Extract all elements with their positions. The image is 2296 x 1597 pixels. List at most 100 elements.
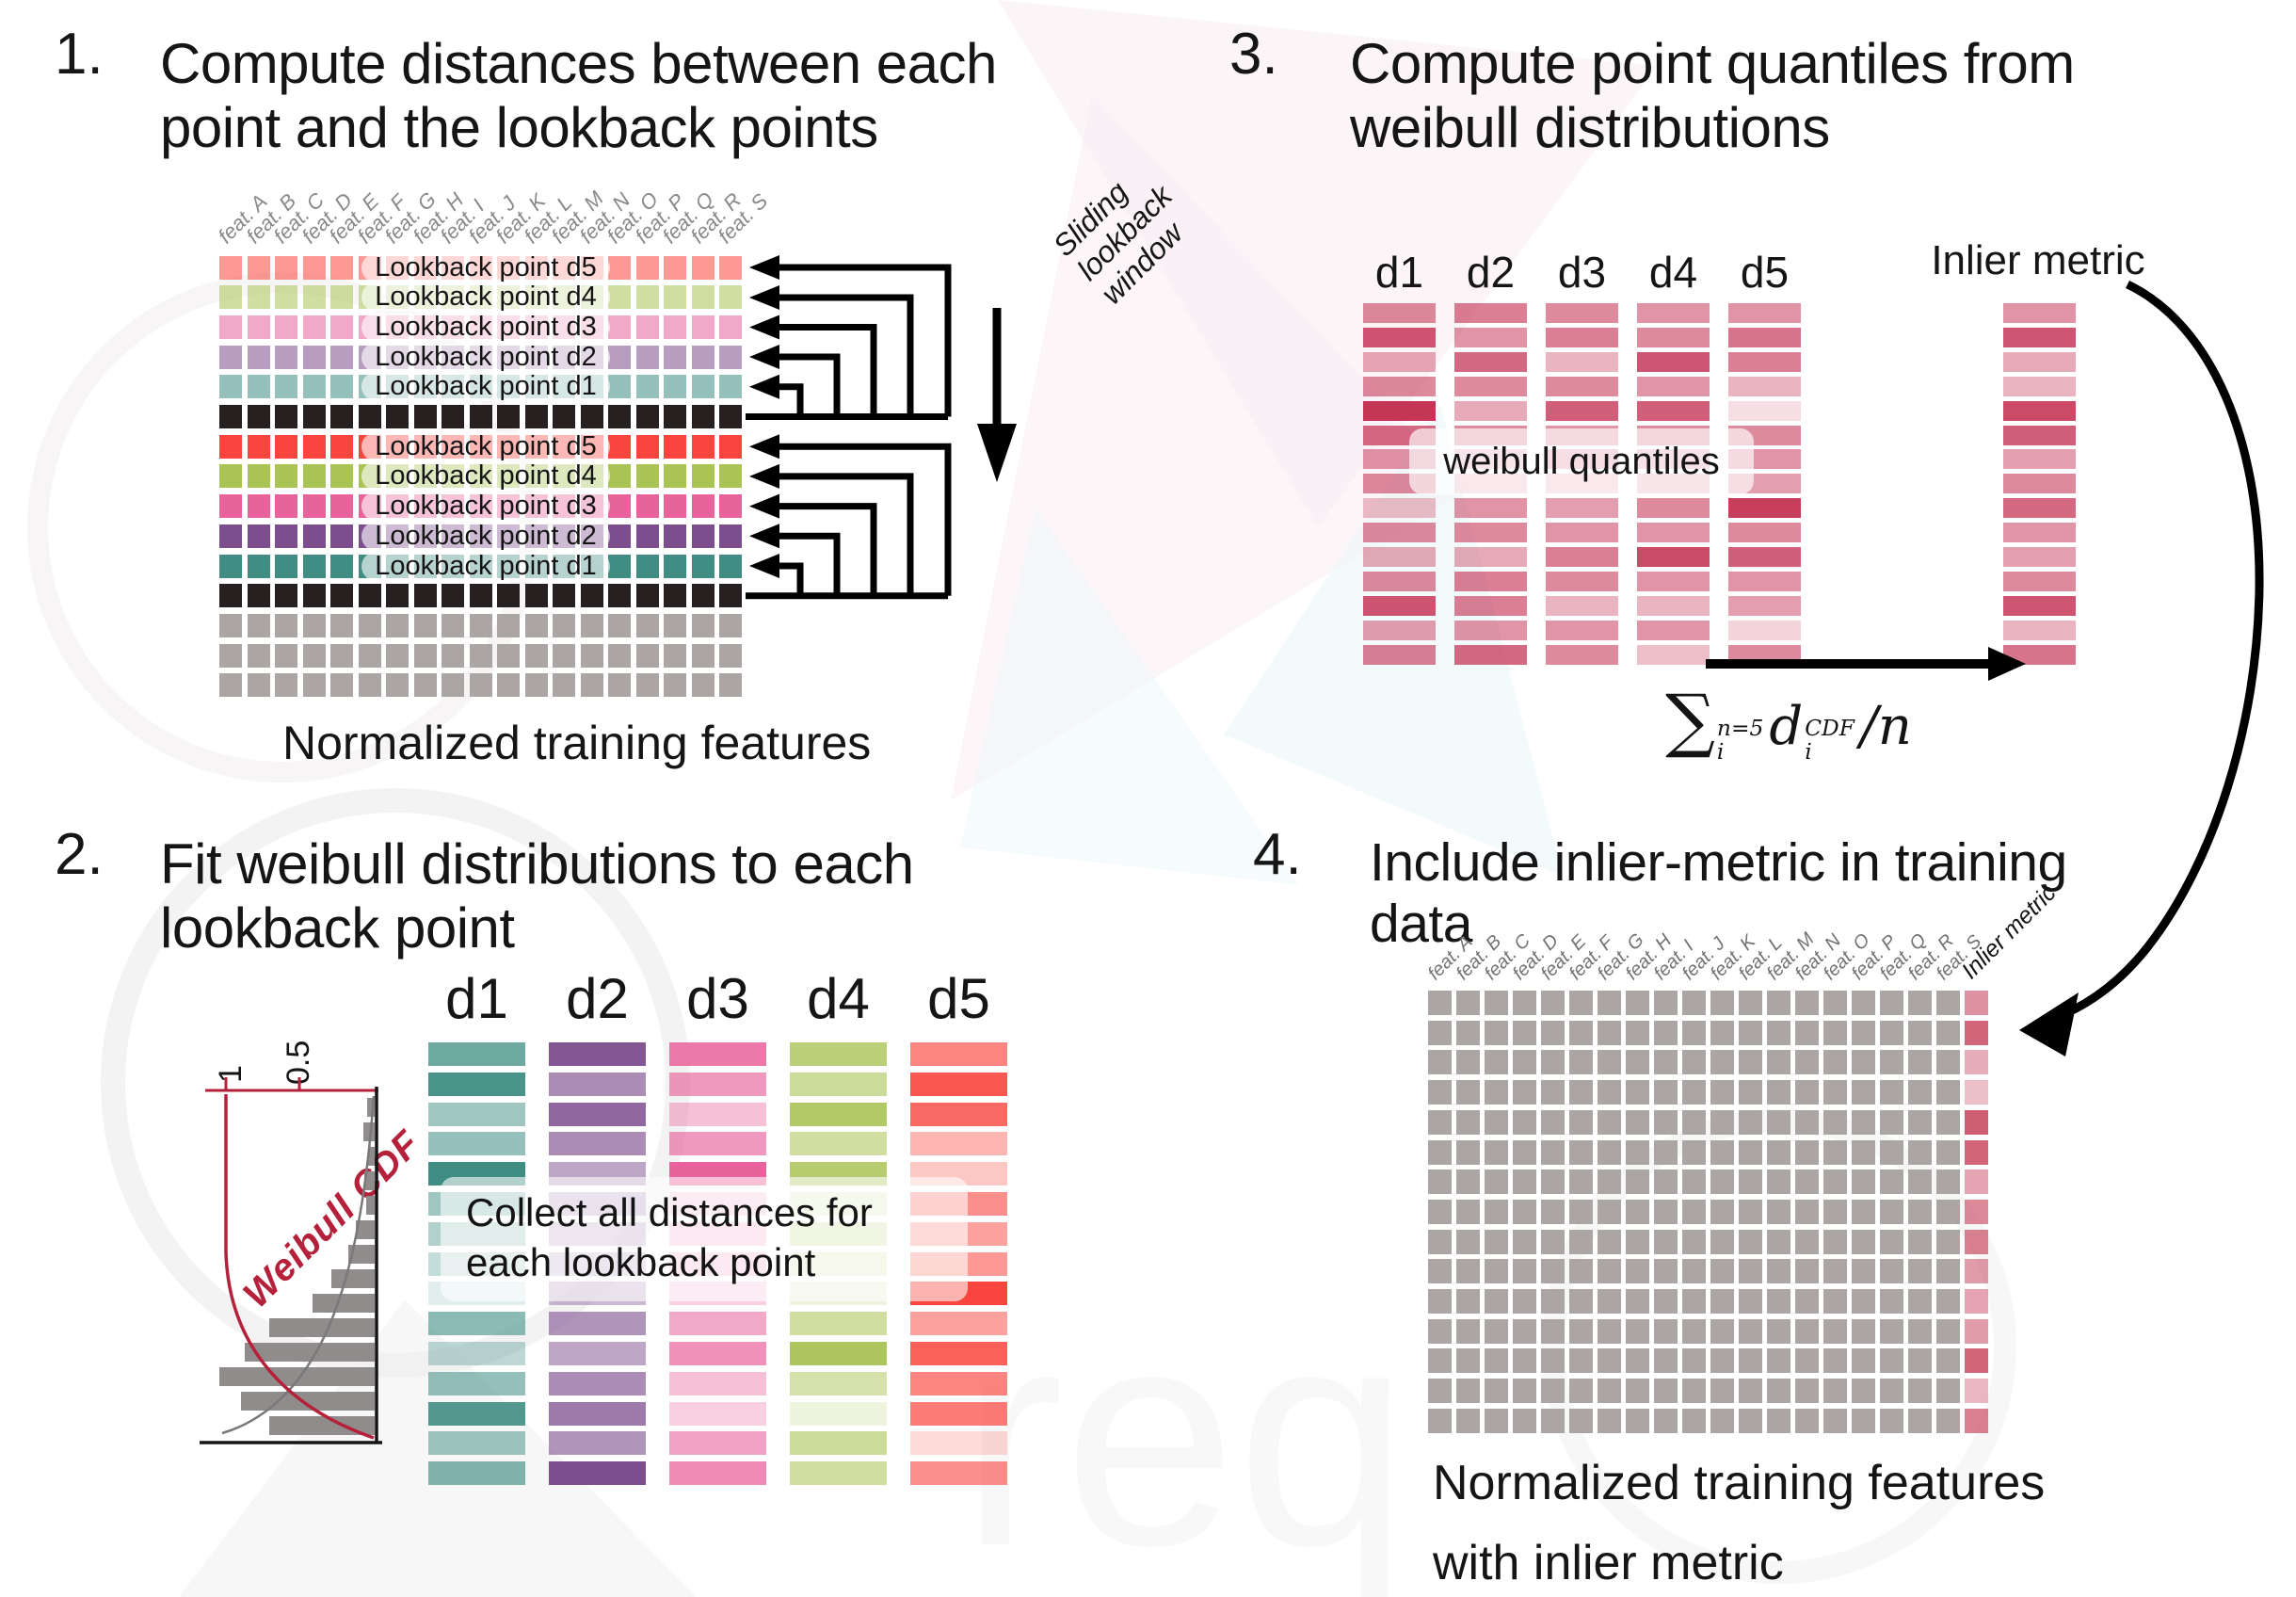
- histogram-bar: [269, 1416, 375, 1435]
- quantile-cell: [1546, 644, 1618, 665]
- matrix-cell: [1513, 1229, 1536, 1254]
- matrix-cell: [1852, 1348, 1875, 1374]
- quantile-cell: [1728, 376, 1801, 396]
- matrix-cell: [1710, 1289, 1734, 1314]
- matrix-cell: [524, 673, 548, 698]
- matrix-cell: [1908, 1139, 1932, 1165]
- distance-cell: [669, 1072, 766, 1096]
- matrix-cell: [1852, 1050, 1875, 1075]
- matrix-cell: [497, 613, 520, 637]
- matrix-cell: [1908, 1020, 1932, 1045]
- matrix-cell: [1682, 1379, 1706, 1404]
- matrix-cell: [1654, 1318, 1678, 1344]
- matrix-cell: [1739, 1080, 1762, 1105]
- matrix-cell: [1654, 1379, 1678, 1404]
- matrix-cell: [1513, 1318, 1536, 1344]
- matrix-cell: [1485, 1229, 1508, 1254]
- matrix-cell: [330, 375, 353, 399]
- matrix-cell: [330, 524, 353, 548]
- matrix-cell: [219, 345, 242, 369]
- matrix-cell: [219, 255, 242, 280]
- matrix-cell: [1823, 991, 1847, 1015]
- matrix-cell: [275, 494, 297, 519]
- matrix-cell: [691, 405, 714, 428]
- matrix-cell: [1626, 1170, 1649, 1195]
- lookback-column-header: d4: [807, 967, 870, 1030]
- matrix-cell: [719, 405, 742, 428]
- lookback-bracket-set1: [746, 264, 952, 420]
- matrix-cell: [719, 464, 742, 489]
- matrix-cell: [275, 643, 297, 668]
- matrix-cell: [413, 673, 437, 698]
- quantile-cell: [1637, 327, 1710, 347]
- quantile-cell: [1363, 327, 1436, 347]
- matrix-cell: [469, 673, 492, 698]
- matrix-cell: [1739, 1379, 1762, 1404]
- matrix-cell: [1485, 1348, 1508, 1374]
- quantile-cell: [1728, 620, 1801, 640]
- quantile-cell: [1637, 400, 1710, 421]
- distance-cell: [790, 1461, 887, 1486]
- matrix-cell: [691, 434, 714, 459]
- matrix-cell: [691, 584, 714, 608]
- matrix-cell: [1456, 991, 1480, 1015]
- matrix-cell: [1852, 1259, 1875, 1284]
- matrix-cell: [275, 464, 297, 489]
- matrix-cell: [1795, 1109, 1819, 1135]
- matrix-cell: [1710, 1379, 1734, 1404]
- matrix-cell: [1710, 1109, 1734, 1135]
- matrix-cell: [442, 673, 464, 698]
- matrix-cell: [1852, 1318, 1875, 1344]
- distance-cell: [428, 1431, 525, 1456]
- matrix-cell: [664, 255, 686, 280]
- matrix-cell: [247, 613, 270, 637]
- matrix-cell: [1654, 991, 1678, 1015]
- matrix-cell: [1795, 1408, 1819, 1433]
- matrix-cell: [1569, 1229, 1593, 1254]
- matrix-cell: [691, 613, 714, 637]
- divide-by-n: /n: [1859, 696, 1912, 757]
- matrix-cell: [1710, 1080, 1734, 1105]
- matrix-cell: [1682, 1229, 1706, 1254]
- matrix-cell: [1485, 1318, 1508, 1344]
- collect-distances-line1: Collect all distances for: [466, 1190, 873, 1234]
- matrix-cell: [1739, 1020, 1762, 1045]
- matrix-cell: [358, 405, 381, 428]
- sum-lower-index: i: [1716, 737, 1725, 765]
- histogram-bar: [348, 1245, 375, 1264]
- matrix-cell: [1795, 1259, 1819, 1284]
- matrix-cell: [1569, 1170, 1593, 1195]
- cdf-tick-1: 1: [213, 1065, 249, 1083]
- matrix-cell: [1767, 1289, 1790, 1314]
- step-4-number: 4.: [1253, 822, 1302, 887]
- inlier-metric-cell: [2003, 351, 2076, 372]
- distance-cell: [669, 1371, 766, 1395]
- matrix-cell: [442, 613, 464, 637]
- matrix-cell: [1598, 1348, 1621, 1374]
- matrix-cell: [469, 643, 492, 668]
- quantile-cell: [1454, 523, 1527, 543]
- matrix-cell: [608, 434, 631, 459]
- distance-cell: [669, 1461, 766, 1486]
- matrix-cell: [1569, 1289, 1593, 1314]
- matrix-cell: [275, 285, 297, 310]
- matrix-cell: [664, 405, 686, 428]
- matrix-cell: [442, 643, 464, 668]
- distance-cell: [428, 1371, 525, 1395]
- matrix-cell: [664, 434, 686, 459]
- matrix-cell: [275, 673, 297, 698]
- matrix-cell: [1682, 1199, 1706, 1224]
- matrix-cell: [302, 464, 326, 489]
- watermark-text: req: [960, 1263, 1409, 1597]
- weibull-quantiles-overlay: weibull quantiles: [1409, 428, 1754, 494]
- matrix-cell: [1767, 1318, 1790, 1344]
- distance-cell: [549, 1042, 646, 1066]
- matrix-cell: [719, 494, 742, 519]
- matrix-cell: [719, 255, 742, 280]
- matrix-cell: [635, 315, 659, 339]
- lookback-row-label: Lookback point d2: [361, 342, 610, 372]
- matrix-cell: [1823, 1289, 1847, 1314]
- weibull-cdf-axis-label: Weibull CDF: [235, 1122, 429, 1316]
- matrix-cell: [1823, 1348, 1847, 1374]
- matrix-cell: [1880, 1259, 1903, 1284]
